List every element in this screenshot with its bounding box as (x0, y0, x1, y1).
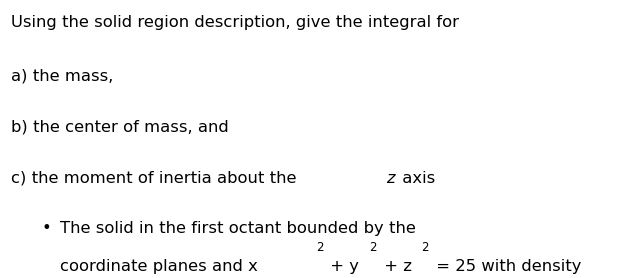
Text: •: • (42, 221, 52, 236)
Text: coordinate planes and x: coordinate planes and x (60, 259, 259, 274)
Text: The solid in the first octant bounded by the: The solid in the first octant bounded by… (60, 221, 416, 236)
Text: 2: 2 (316, 241, 323, 254)
Text: 2: 2 (421, 241, 429, 254)
Text: + z: + z (379, 259, 412, 274)
Text: = 25 with density: = 25 with density (431, 259, 582, 274)
Text: c) the moment of inertia about the: c) the moment of inertia about the (11, 171, 302, 186)
Text: a) the mass,: a) the mass, (11, 68, 114, 83)
Text: Using the solid region description, give the integral for: Using the solid region description, give… (11, 15, 459, 30)
Text: 2: 2 (370, 241, 377, 254)
Text: axis: axis (397, 171, 436, 186)
Text: z: z (386, 171, 395, 186)
Text: b) the center of mass, and: b) the center of mass, and (11, 120, 229, 135)
Text: + y: + y (325, 259, 360, 274)
